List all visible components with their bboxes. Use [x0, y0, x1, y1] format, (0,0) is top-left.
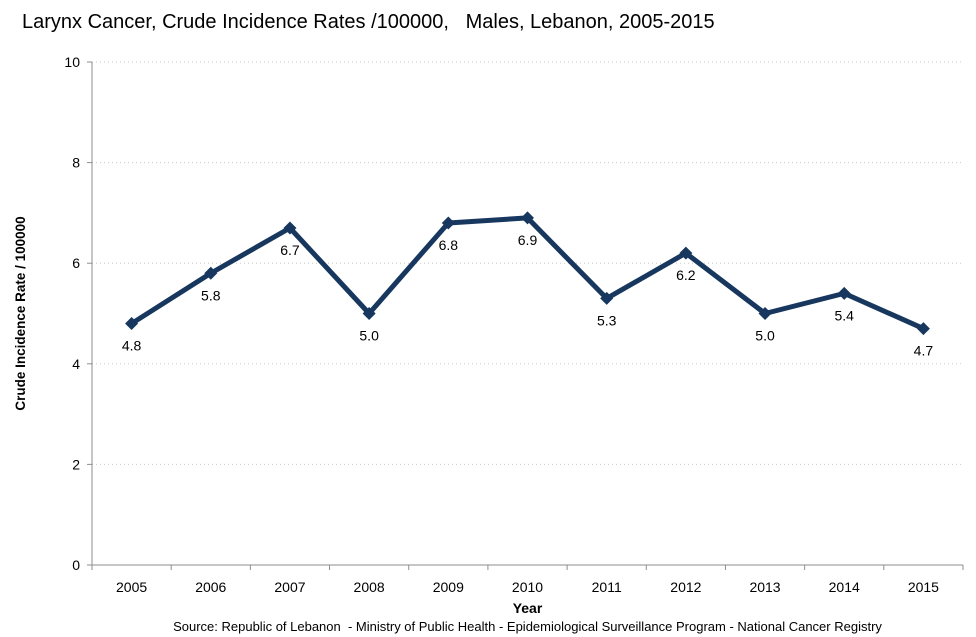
y-axis-tick-label: 8	[72, 155, 80, 171]
x-axis-tick-label: 2013	[749, 579, 780, 595]
data-point-marker	[600, 291, 614, 305]
y-axis-tick-label: 2	[72, 456, 80, 472]
x-axis-tick-label: 2015	[908, 579, 939, 595]
data-point-label: 6.2	[676, 267, 696, 283]
x-axis-tick-label: 2014	[829, 579, 860, 595]
y-axis-tick-label: 10	[64, 54, 80, 70]
y-axis-title: Crude Incidence Rate / 100000	[13, 216, 28, 410]
x-axis-tick-label: 2007	[274, 579, 305, 595]
data-point-marker	[204, 266, 218, 280]
data-point-label: 5.8	[201, 287, 221, 303]
data-point-marker	[521, 211, 534, 225]
x-axis-tick-label: 2009	[433, 579, 464, 595]
source-note: Source: Republic of Lebanon - Ministry o…	[173, 619, 882, 634]
data-point-label: 6.9	[518, 232, 538, 248]
data-point-marker	[441, 216, 455, 230]
data-point-marker	[283, 221, 297, 235]
x-axis-tick-label: 2011	[592, 579, 622, 595]
y-axis-tick-label: 0	[72, 557, 80, 573]
data-point-label: 5.3	[597, 312, 617, 328]
data-point-label: 4.7	[914, 343, 934, 359]
y-axis-tick-label: 4	[72, 356, 80, 372]
x-axis-tick-label: 2008	[354, 579, 385, 595]
data-point-label: 5.4	[834, 307, 854, 323]
x-axis-tick-label: 2012	[670, 579, 701, 595]
data-point-label: 5.0	[359, 328, 379, 344]
data-point-marker	[679, 246, 693, 260]
data-point-marker	[916, 322, 930, 336]
x-axis-tick-label: 2006	[195, 579, 226, 595]
data-point-marker	[125, 317, 139, 331]
x-axis-tick-label: 2005	[116, 579, 147, 595]
data-point-label: 6.7	[280, 242, 300, 258]
data-point-marker	[362, 307, 376, 320]
chart-title: Larynx Cancer, Crude Incidence Rates /10…	[22, 11, 715, 33]
data-point-label: 6.8	[439, 237, 459, 253]
data-point-marker	[837, 286, 851, 300]
x-axis-tick-label: 2010	[512, 579, 543, 595]
data-point-label: 4.8	[122, 338, 142, 354]
y-axis-tick-label: 6	[72, 255, 80, 271]
data-point-marker	[758, 307, 772, 320]
x-axis-title: Year	[513, 600, 543, 616]
data-point-label: 5.0	[755, 328, 775, 344]
